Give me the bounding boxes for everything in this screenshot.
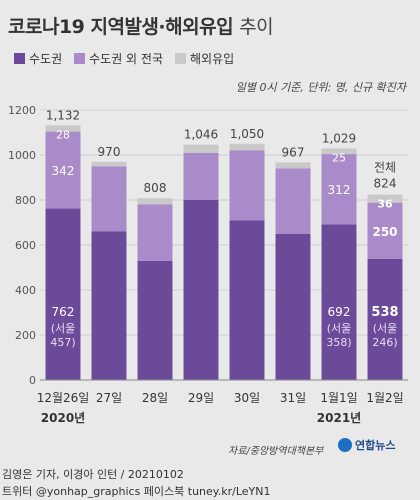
data-label: 28 xyxy=(56,128,70,141)
stacked-bar-chart: 020040060080010001200762(서울457)342281,13… xyxy=(8,104,408,425)
legend-label-capital: 수도권 xyxy=(29,52,63,66)
brand-name: 연합뉴스 xyxy=(355,439,396,452)
data-label: 36 xyxy=(377,198,393,211)
total-label: 808 xyxy=(144,181,167,195)
bar-segment xyxy=(45,131,81,209)
legend-item-capital: 수도권 xyxy=(14,50,62,67)
x-tick-label: 27일 xyxy=(96,391,122,405)
bar-segment xyxy=(91,166,127,232)
legend-item-imported: 해외유입 xyxy=(175,50,234,67)
total-label: 824 xyxy=(374,177,397,191)
total-label: 970 xyxy=(98,145,121,159)
x-tick-label: 29일 xyxy=(188,391,214,405)
y-tick-label: 0 xyxy=(29,374,36,387)
x-tick-label: 28일 xyxy=(142,391,168,405)
data-label: 25 xyxy=(332,151,346,164)
credit-line-1: 김영은 기자, 이경아 인턴 / 20210102 xyxy=(2,468,184,481)
x-tick-label: 12월26일 xyxy=(37,391,90,405)
bar-segment xyxy=(91,231,127,380)
data-label: 250 xyxy=(372,225,397,239)
data-sublabel: (서울 xyxy=(373,322,398,335)
bar-segment xyxy=(183,200,219,380)
y-tick-label: 1200 xyxy=(8,104,36,117)
data-label: 762 xyxy=(52,305,75,319)
bar-segment xyxy=(229,143,265,151)
bar-segment xyxy=(183,152,219,200)
legend-item-noncapital: 수도권 외 전국 xyxy=(74,50,163,67)
data-label: 312 xyxy=(328,183,351,197)
brand-globe-icon xyxy=(338,438,352,452)
year-label: 2020년 xyxy=(41,411,85,425)
data-sublabel: 358) xyxy=(326,336,351,349)
bar-segment xyxy=(367,202,403,259)
x-tick-label: 31일 xyxy=(280,391,306,405)
total-label: 967 xyxy=(282,145,305,159)
y-tick-label: 600 xyxy=(15,239,36,252)
total-prefix-label: 전체 xyxy=(374,161,396,175)
bar-segment xyxy=(45,125,81,132)
bar-segment xyxy=(137,260,173,380)
data-label: 342 xyxy=(52,164,75,178)
x-tick-label: 1월2일 xyxy=(366,391,403,405)
bar-segment xyxy=(275,162,311,169)
data-label: 692 xyxy=(328,305,351,319)
brand-logo: 연합뉴스 xyxy=(338,437,395,453)
bar-segment xyxy=(229,220,265,380)
chart-title-main: 코로나19 지역발생·해외유입 xyxy=(8,16,234,38)
bar-segment xyxy=(183,144,219,153)
y-tick-label: 1000 xyxy=(8,149,36,162)
chart-note: 일별 0시 기준, 단위: 명, 신규 확진자 xyxy=(235,81,406,94)
chart-title-sub: 추이 xyxy=(239,16,274,38)
bar-segment xyxy=(45,208,81,380)
y-tick-label: 400 xyxy=(15,284,36,297)
data-sublabel: 246) xyxy=(372,336,397,349)
y-tick-label: 800 xyxy=(15,194,36,207)
data-sublabel: 457) xyxy=(50,336,75,349)
legend: 수도권 수도권 외 전국 해외유입 xyxy=(14,50,234,67)
data-sublabel: (서울 xyxy=(327,322,352,335)
bar-segment xyxy=(367,258,403,380)
x-tick-label: 1월1일 xyxy=(320,391,357,405)
bar-segment xyxy=(275,168,311,234)
legend-label-imported: 해외유입 xyxy=(190,52,235,66)
legend-swatch-noncapital xyxy=(74,53,86,64)
x-tick-label: 30일 xyxy=(234,391,260,405)
bar-segment xyxy=(137,204,173,261)
bar-segment xyxy=(91,161,127,167)
bar-segment xyxy=(321,154,357,225)
total-label: 1,050 xyxy=(230,127,264,141)
bar-segment xyxy=(275,233,311,380)
legend-label-noncapital: 수도권 외 전국 xyxy=(89,52,163,66)
bar-segment xyxy=(367,194,403,203)
bar-segment xyxy=(229,150,265,221)
year-label: 2021년 xyxy=(317,411,361,425)
source-note: 자료/중앙방역대책본부 xyxy=(228,446,324,457)
data-sublabel: (서울 xyxy=(51,322,76,335)
total-label: 1,029 xyxy=(322,131,356,145)
legend-swatch-capital xyxy=(14,53,25,64)
y-tick-label: 200 xyxy=(15,329,36,342)
chart-title: 코로나19 지역발생·해외유입 추이 xyxy=(8,12,274,39)
legend-swatch-imported xyxy=(175,53,186,64)
credit-line-2: 트위터 @yonhap_graphics 페이스북 tuney.kr/LeYN1 xyxy=(2,485,271,498)
total-label: 1,046 xyxy=(184,128,218,142)
bar-segment xyxy=(321,148,357,155)
bar-segment xyxy=(321,224,357,380)
bar-segment xyxy=(137,198,173,205)
total-label: 1,132 xyxy=(46,108,80,122)
data-label: 538 xyxy=(371,305,398,320)
